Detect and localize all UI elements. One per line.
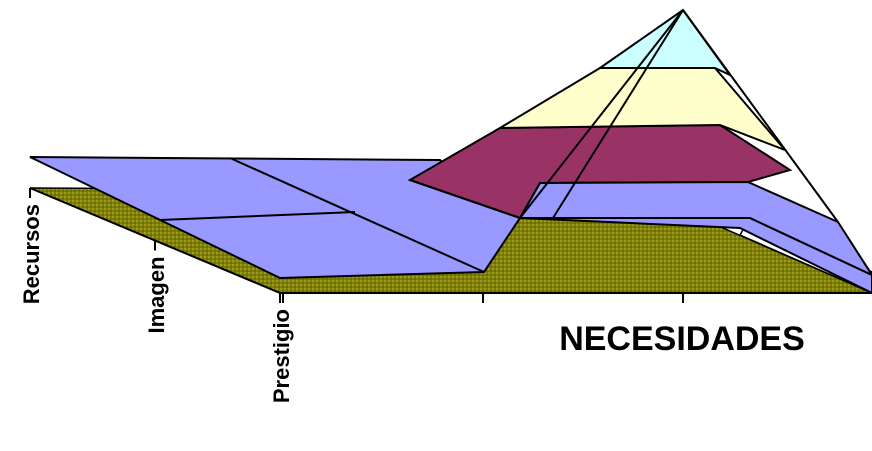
pyramid-level-edge: [409, 179, 521, 219]
axes: [29, 187, 872, 303]
category-label: Prestigio: [269, 309, 294, 403]
pyramid-ridge: [552, 9, 684, 219]
x-axis-title: NECESIDADES: [559, 320, 805, 358]
category-label: Imagen: [144, 257, 169, 334]
category-label: Recursos: [19, 204, 44, 304]
pyramid-level-2: [496, 67, 786, 151]
surface-gridline: [159, 211, 356, 221]
pyramid-ridge: [682, 9, 839, 223]
category-labels: Recursos Imagen Prestigio: [19, 204, 294, 403]
pyramid-level-3: [596, 8, 734, 78]
pyramid-ridge: [519, 9, 684, 219]
surface-gridline: [229, 157, 485, 273]
